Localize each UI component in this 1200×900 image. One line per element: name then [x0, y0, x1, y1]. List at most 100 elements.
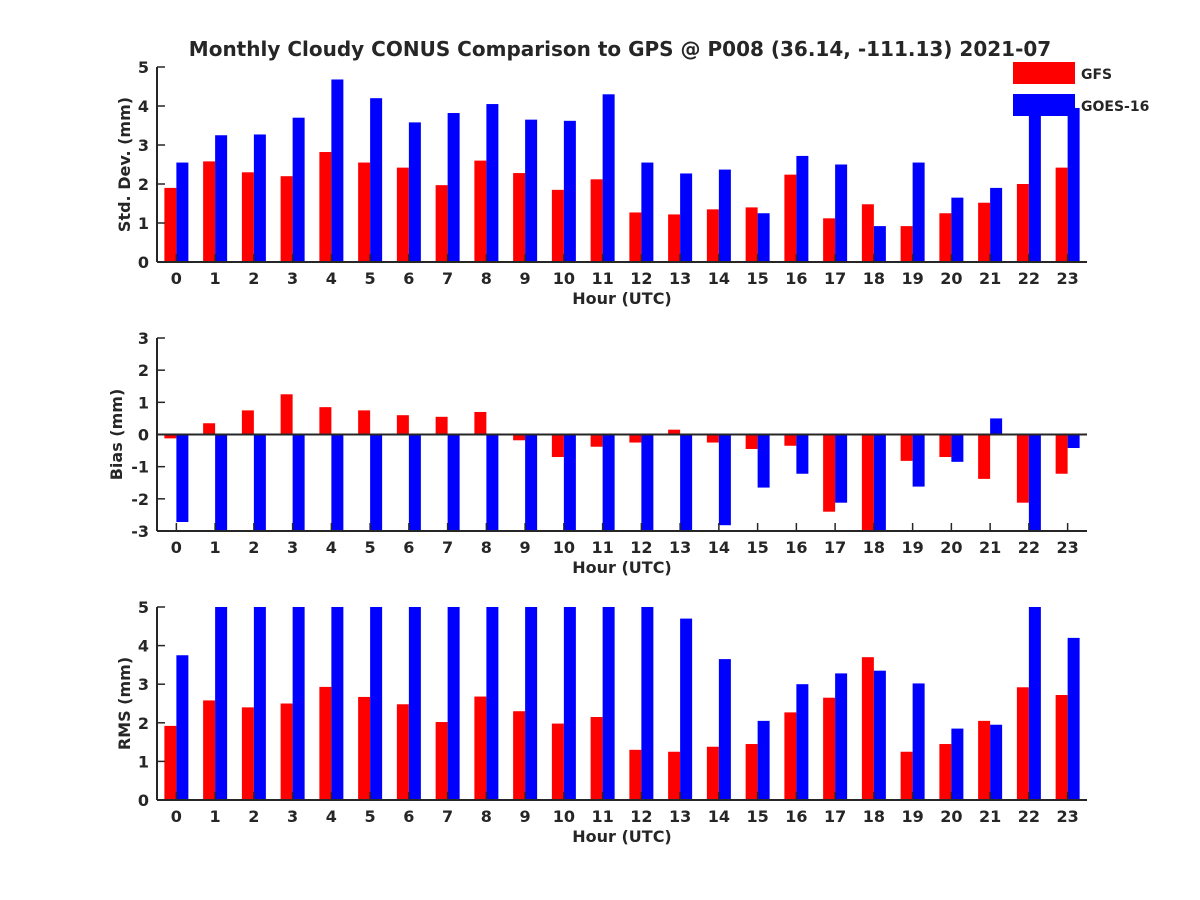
std-dev-x-tick-label: 5 — [365, 269, 376, 288]
rms-x-tick-label: 2 — [248, 807, 259, 826]
rms-bar-gfs-hour-5 — [358, 696, 371, 800]
bias-bar-gfs-hour-15 — [745, 434, 758, 449]
rms-x-tick-label: 19 — [901, 807, 923, 826]
std-dev-bar-goes16-hour-20 — [951, 197, 964, 262]
bias-bar-goes16-hour-17 — [835, 434, 848, 503]
bias-y-tick-label: 0 — [138, 426, 149, 445]
rms-x-tick-label: 0 — [171, 807, 182, 826]
std-dev-bar-gfs-hour-5 — [358, 162, 371, 262]
bias-bar-gfs-hour-5 — [358, 410, 371, 435]
bias-x-tick-label: 20 — [940, 538, 962, 557]
bias-bar-gfs-hour-19 — [900, 434, 913, 461]
bias-x-tick-label: 14 — [708, 538, 730, 557]
bias-bar-gfs-hour-8 — [474, 411, 487, 435]
std-dev-bar-gfs-hour-17 — [823, 218, 836, 262]
rms-y-tick-label: 2 — [138, 714, 149, 733]
rms-bar-gfs-hour-10 — [551, 723, 564, 800]
rms-bar-goes16-hour-11 — [602, 607, 615, 800]
bias-bar-gfs-hour-18 — [861, 434, 874, 531]
bias-x-axis-label: Hour (UTC) — [572, 558, 672, 577]
rms-x-tick-label: 11 — [591, 807, 613, 826]
bias-bar-gfs-hour-12 — [629, 434, 642, 443]
bias-bar-goes16-hour-1 — [215, 434, 228, 531]
std-dev-bar-goes16-hour-15 — [757, 213, 770, 262]
std-dev-x-axis-label: Hour (UTC) — [572, 289, 672, 308]
rms-bar-gfs-hour-7 — [435, 722, 448, 800]
std-dev-x-tick-label: 17 — [824, 269, 846, 288]
rms-x-tick-label: 13 — [669, 807, 691, 826]
std-dev-x-tick-label: 21 — [979, 269, 1001, 288]
bias-bar-goes16-hour-10 — [563, 434, 576, 531]
rms-bar-goes16-hour-21 — [990, 724, 1003, 800]
rms-bar-gfs-hour-9 — [513, 711, 526, 800]
bias-x-tick-label: 22 — [1018, 538, 1040, 557]
bias-bar-gfs-hour-3 — [280, 394, 293, 435]
bias-x-tick-label: 5 — [365, 538, 376, 557]
std-dev-bar-goes16-hour-21 — [990, 187, 1003, 262]
std-dev-bar-gfs-hour-15 — [745, 207, 758, 262]
rms-bar-gfs-hour-3 — [280, 703, 293, 800]
std-dev-bar-gfs-hour-11 — [590, 179, 603, 262]
std-dev-bar-gfs-hour-21 — [978, 202, 991, 262]
rms-x-tick-label: 15 — [746, 807, 768, 826]
rms-x-tick-label: 10 — [553, 807, 575, 826]
bias-bar-gfs-hour-7 — [435, 416, 448, 435]
rms-y-tick-label: 4 — [138, 637, 149, 656]
bias-bar-gfs-hour-2 — [241, 410, 254, 435]
std-dev-bar-gfs-hour-22 — [1016, 184, 1029, 262]
rms-bar-goes16-hour-17 — [835, 673, 848, 800]
std-dev-y-axis-label: Std. Dev. (mm) — [115, 97, 134, 232]
legend-swatch-goes16 — [1013, 94, 1075, 116]
rms-bar-goes16-hour-20 — [951, 728, 964, 800]
bias-bar-gfs-hour-1 — [203, 423, 216, 435]
rms-bar-goes16-hour-0 — [176, 655, 189, 800]
bias-bar-gfs-hour-11 — [590, 434, 603, 447]
rms-bar-goes16-hour-16 — [796, 684, 809, 800]
bias-bar-goes16-hour-5 — [370, 434, 383, 531]
std-dev-bar-goes16-hour-6 — [408, 122, 421, 262]
rms-bar-gfs-hour-1 — [203, 700, 216, 800]
bias-x-tick-label: 7 — [442, 538, 453, 557]
std-dev-bar-goes16-hour-1 — [215, 135, 228, 262]
rms-bar-goes16-hour-14 — [718, 659, 731, 800]
std-dev-bar-goes16-hour-3 — [292, 117, 305, 262]
std-dev-y-tick-label: 4 — [138, 97, 149, 116]
rms-bar-goes16-hour-2 — [253, 607, 266, 800]
std-dev-bar-gfs-hour-6 — [396, 167, 409, 262]
bias-bar-goes16-hour-6 — [408, 434, 421, 531]
std-dev-x-tick-label: 12 — [630, 269, 652, 288]
bias-bar-goes16-hour-15 — [757, 434, 770, 488]
std-dev-bar-gfs-hour-10 — [551, 189, 564, 262]
rms-bar-goes16-hour-12 — [641, 607, 654, 800]
std-dev-x-tick-label: 13 — [669, 269, 691, 288]
bias-bar-goes16-hour-21 — [990, 418, 1003, 435]
std-dev-bar-goes16-hour-2 — [253, 134, 266, 262]
bias-bar-goes16-hour-16 — [796, 434, 809, 474]
rms-bar-goes16-hour-3 — [292, 607, 305, 800]
std-dev-bar-gfs-hour-20 — [939, 213, 952, 262]
bias-bar-goes16-hour-22 — [1028, 434, 1041, 531]
rms-bar-gfs-hour-18 — [861, 657, 874, 800]
rms-bar-goes16-hour-18 — [873, 670, 886, 800]
rms-x-tick-label: 7 — [442, 807, 453, 826]
std-dev-x-tick-label: 1 — [210, 269, 221, 288]
std-dev-x-tick-label: 16 — [785, 269, 807, 288]
bias-bar-goes16-hour-9 — [525, 434, 538, 531]
rms-bar-gfs-hour-14 — [706, 746, 719, 800]
std-dev-x-tick-label: 14 — [708, 269, 730, 288]
rms-y-axis-label: RMS (mm) — [115, 657, 134, 750]
bias-x-tick-label: 9 — [520, 538, 531, 557]
std-dev-bar-goes16-hour-11 — [602, 94, 615, 262]
std-dev-bar-gfs-hour-14 — [706, 209, 719, 262]
std-dev-y-tick-label: 2 — [138, 175, 149, 194]
std-dev-x-tick-label: 3 — [287, 269, 298, 288]
std-dev-bar-goes16-hour-18 — [873, 226, 886, 262]
rms-bar-gfs-hour-0 — [164, 725, 177, 800]
bias-x-tick-label: 19 — [901, 538, 923, 557]
std-dev-bar-goes16-hour-16 — [796, 155, 809, 262]
bias-bar-goes16-hour-19 — [912, 434, 925, 487]
rms-bar-gfs-hour-20 — [939, 744, 952, 800]
